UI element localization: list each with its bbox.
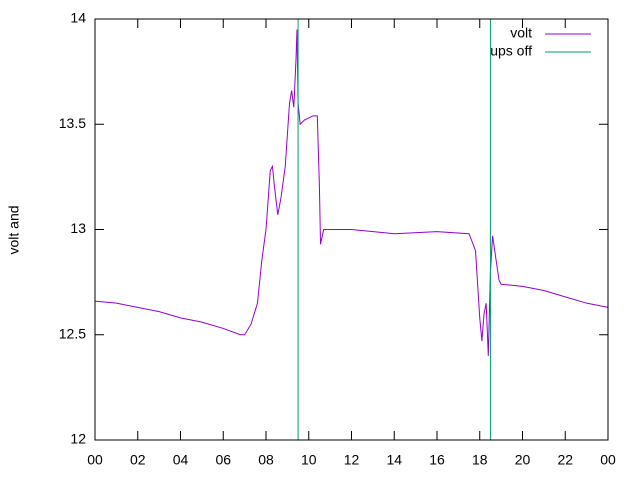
x-tick-label: 00 bbox=[87, 452, 103, 468]
x-tick-label: 02 bbox=[130, 452, 146, 468]
x-tick-label: 06 bbox=[215, 452, 231, 468]
y-tick-label: 14 bbox=[70, 10, 86, 26]
y-tick-label: 13.5 bbox=[59, 115, 86, 131]
data-line bbox=[94, 29, 609, 356]
x-tick-label: 18 bbox=[472, 452, 488, 468]
y-axis-label: volt and bbox=[6, 205, 22, 254]
x-tick-label: 08 bbox=[258, 452, 274, 468]
x-tick-label: 12 bbox=[344, 452, 360, 468]
y-tick-label: 12 bbox=[70, 431, 86, 447]
y-tick-label: 12.5 bbox=[59, 325, 86, 341]
legend-label: volt bbox=[510, 25, 532, 41]
x-tick-label: 20 bbox=[515, 452, 531, 468]
x-tick-label: 04 bbox=[173, 452, 189, 468]
x-tick-label: 10 bbox=[301, 452, 317, 468]
x-tick-label: 00 bbox=[600, 452, 616, 468]
legend-label: ups off bbox=[490, 43, 532, 59]
y-tick-label: 13 bbox=[70, 220, 86, 236]
x-tick-label: 14 bbox=[386, 452, 402, 468]
x-tick-label: 22 bbox=[557, 452, 573, 468]
x-tick-label: 16 bbox=[429, 452, 445, 468]
